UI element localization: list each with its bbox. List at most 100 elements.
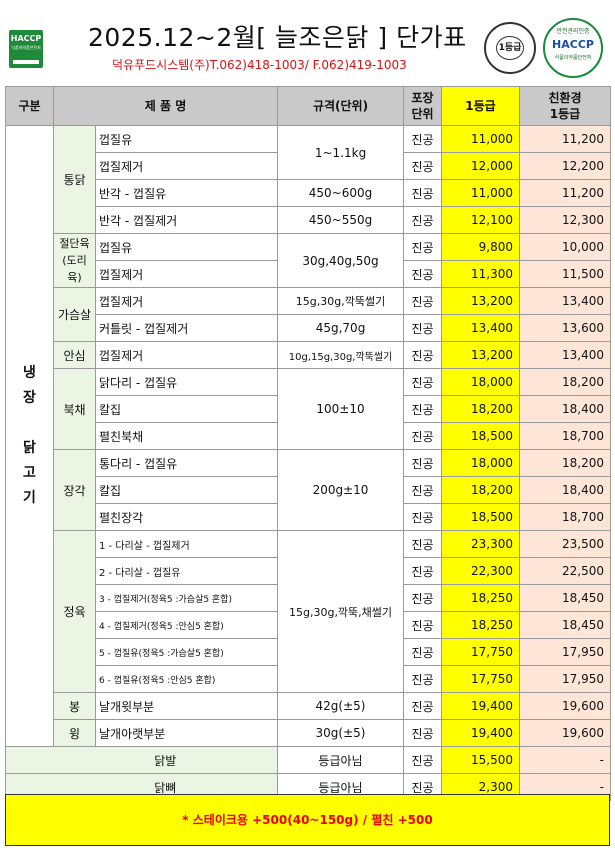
page-title: 2025.12~2월[ 늘조은닭 ] 단가표 — [88, 23, 467, 52]
table-row: 4 - 껍질제거(정육5 :안심5 혼합) 진공 18,250 18,450 — [6, 611, 612, 639]
grade1-price: 18,200 — [441, 395, 521, 423]
product-name: 닭발 — [53, 746, 279, 774]
eco-price: 13,400 — [519, 341, 612, 369]
eco-price: 12,200 — [519, 152, 612, 180]
eco-price: 18,700 — [519, 422, 612, 450]
pack: 진공 — [403, 638, 443, 666]
grade1-price: 17,750 — [441, 638, 521, 666]
grade1-price: 17,750 — [441, 665, 521, 693]
product-name: 껍질제거 — [94, 260, 279, 288]
eco-price: 10,000 — [519, 233, 612, 261]
pack: 진공 — [403, 449, 443, 477]
grade1-price: 18,200 — [441, 476, 521, 504]
haccp-badge-mid: HACCP — [552, 38, 594, 51]
header: HACCP 식품의약품안전처 2025.12~2월[ 늘조은닭 ] 단가표 덕유… — [0, 0, 615, 86]
table-header-row: 구분 제 품 명 규격(단위) 포장 단위 1등급 친환경 1등급 — [5, 86, 612, 126]
spec: 30g,40g,50g — [277, 233, 405, 288]
spec: 450~600g — [277, 179, 405, 207]
eco-price: 18,700 — [519, 503, 612, 531]
product-name: 5 - 껍질유(정육5 :가슴살5 혼합) — [94, 638, 279, 666]
spec: 10g,15g,30g,깍뚝썰기 — [277, 341, 405, 369]
pack: 진공 — [403, 152, 443, 180]
haccp-badge-bot: 식품의약품안전처 — [554, 55, 592, 61]
eco-price: 19,600 — [519, 719, 612, 747]
col-grade1: 1등급 — [441, 86, 521, 126]
eco-price: 17,950 — [519, 638, 612, 666]
pack: 진공 — [403, 530, 443, 558]
table-row: 껍질제거 진공 12,000 12,200 — [6, 152, 612, 180]
table-row: 칼집 진공 18,200 18,400 — [6, 476, 612, 504]
spec: 100±10 — [277, 368, 405, 450]
grade1-price: 11,300 — [441, 260, 521, 288]
grade1-price: 11,000 — [441, 179, 521, 207]
pack: 진공 — [403, 179, 443, 207]
haccp-logo-text: HACCP — [10, 34, 42, 43]
grade1-price: 23,300 — [441, 530, 521, 558]
eco-price: 13,400 — [519, 287, 612, 315]
grade1-price: 9,800 — [441, 233, 521, 261]
product-name: 껍질제거 — [94, 152, 279, 180]
subcategory: 정육 — [53, 530, 96, 693]
grade1-price: 22,300 — [441, 557, 521, 585]
pack: 진공 — [403, 719, 443, 747]
col-product: 제 품 명 — [52, 86, 279, 126]
table-row: 윙 날개아랫부분 30g(±5) 진공 19,400 19,600 — [6, 719, 612, 747]
product-name: 껍질유 — [94, 125, 279, 153]
subcategory: 절단육 (도리 육) — [53, 233, 96, 288]
product-name: 3 - 껍질제거(정육5 :가슴살5 혼합) — [94, 584, 279, 612]
eco-price: 19,600 — [519, 692, 612, 720]
eco-price: 18,450 — [519, 584, 612, 612]
product-name: 반각 - 껍질유 — [94, 179, 279, 207]
eco-price: 18,200 — [519, 368, 612, 396]
product-name: 껍질제거 — [94, 341, 279, 369]
table-row: 냉 장 닭 고 기 통닭 껍질유 1~1.1kg 진공 11,000 11,20… — [5, 125, 612, 747]
spec: 42g(±5) — [277, 692, 405, 720]
eco-price: 23,500 — [519, 530, 612, 558]
pack: 진공 — [403, 584, 443, 612]
product-name: 닭다리 - 껍질유 — [94, 368, 279, 396]
subcategory: 장각 — [53, 449, 96, 531]
grade-badge-icon: 1등급 — [484, 22, 536, 74]
product-name: 껍질제거 — [94, 287, 279, 315]
col-spec: 규격(단위) — [277, 86, 405, 126]
pack: 진공 — [403, 476, 443, 504]
haccp-logo-subtext: 식품의약품안전처 — [11, 45, 41, 50]
category-group: 냉 장 닭 고 기 — [5, 125, 54, 747]
table-row: 반각 - 껍질유 450~600g 진공 11,000 11,200 — [6, 179, 612, 207]
table-row: 2 - 다리살 - 껍질유 진공 22,300 22,500 — [6, 557, 612, 585]
grade1-price: 13,200 — [441, 341, 521, 369]
product-name: 6 - 껍질유(정육5 :안심5 혼합) — [94, 665, 279, 693]
grade1-price: 12,100 — [441, 206, 521, 234]
pack: 진공 — [403, 233, 443, 261]
spec: 450~550g — [277, 206, 405, 234]
table-row: 절단육 (도리 육) 껍질유 30g,40g,50g 진공 9,800 10,0… — [6, 233, 612, 288]
pack: 진공 — [403, 260, 443, 288]
table-row: 펼친북채 진공 18,500 18,700 — [6, 422, 612, 450]
spec: 등급아님 — [277, 746, 405, 774]
product-name: 칼집 — [94, 395, 279, 423]
pack: 진공 — [403, 341, 443, 369]
grade1-price: 12,000 — [441, 152, 521, 180]
eco-price: 12,300 — [519, 206, 612, 234]
pack: 진공 — [403, 314, 443, 342]
table-row: 안심 껍질제거 10g,15g,30g,깍뚝썰기 진공 13,200 13,40… — [6, 341, 612, 369]
pack: 진공 — [403, 125, 443, 153]
eco-price: 11,200 — [519, 125, 612, 153]
grade1-price: 15,500 — [441, 746, 521, 774]
product-name: 날개아랫부분 — [94, 719, 279, 747]
table-row: 칼집 진공 18,200 18,400 — [6, 395, 612, 423]
table-row: 3 - 껍질제거(정육5 :가슴살5 혼합) 진공 18,250 18,450 — [6, 584, 612, 612]
pack: 진공 — [403, 422, 443, 450]
pack: 진공 — [403, 692, 443, 720]
table-row: 5 - 껍질유(정육5 :가슴살5 혼합) 진공 17,750 17,950 — [6, 638, 612, 666]
product-name: 껍질유 — [94, 233, 279, 261]
eco-price: 18,400 — [519, 476, 612, 504]
product-name: 날개윗부분 — [94, 692, 279, 720]
product-name: 커틀릿 - 껍질제거 — [94, 314, 279, 342]
eco-price: 11,200 — [519, 179, 612, 207]
pack: 진공 — [403, 287, 443, 315]
subcategory: 안심 — [53, 341, 96, 369]
subcategory: 윙 — [53, 719, 96, 747]
subcategory: 북채 — [53, 368, 96, 450]
table-row: 정육 1 - 다리살 - 껍질제거 15g,30g,깍뚝,채썰기 진공 23,3… — [6, 530, 612, 693]
